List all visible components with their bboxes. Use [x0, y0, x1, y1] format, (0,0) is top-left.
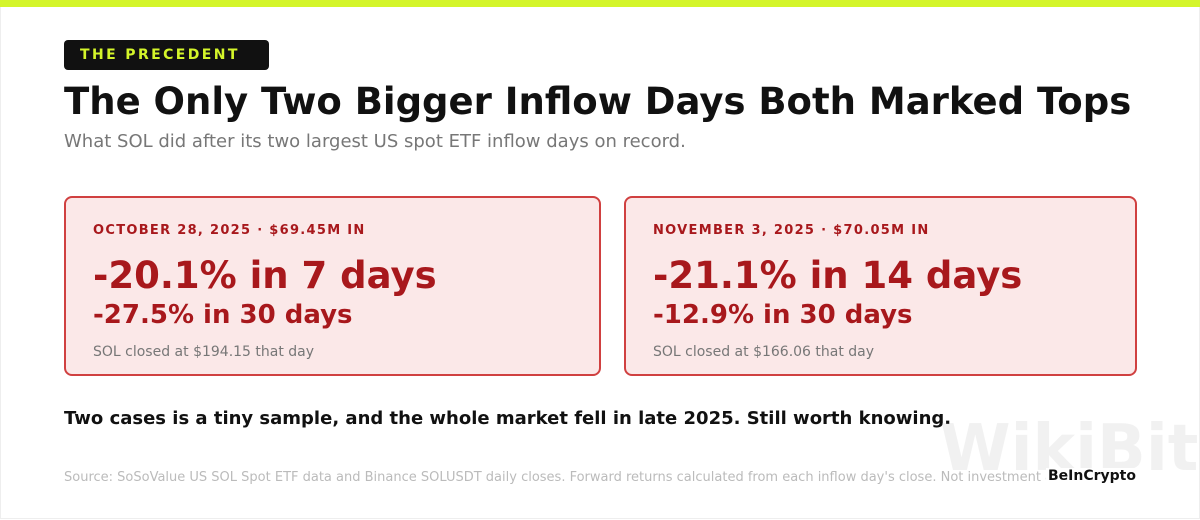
top-bar [0, 0, 1200, 7]
card-secondary: -27.5% in 30 days [93, 300, 353, 330]
card: OCTOBER 28, 2025 · $69.45M IN -20.1% in … [64, 196, 601, 376]
source: Source: SoSoValue US SOL Spot ETF data a… [64, 470, 1092, 485]
statement: Two cases is a tiny sample, and the whol… [64, 408, 952, 429]
card-secondary: -12.9% in 30 days [653, 300, 913, 330]
card: NOVEMBER 3, 2025 · $70.05M IN -21.1% in … [624, 196, 1137, 376]
card-header: OCTOBER 28, 2025 · $69.45M IN [93, 223, 366, 238]
card-primary: -20.1% in 7 days [93, 254, 437, 297]
card-header: NOVEMBER 3, 2025 · $70.05M IN [653, 223, 930, 238]
subtitle: What SOL did after its two largest US sp… [64, 131, 686, 152]
badge: THE PRECEDENT [64, 40, 269, 70]
card-note: SOL closed at $166.06 that day [653, 344, 875, 360]
brand: BeInCrypto [1046, 468, 1136, 484]
card-note: SOL closed at $194.15 that day [93, 344, 315, 360]
title: The Only Two Bigger Inflow Days Both Mar… [64, 80, 1132, 123]
card-primary: -21.1% in 14 days [653, 254, 1023, 297]
